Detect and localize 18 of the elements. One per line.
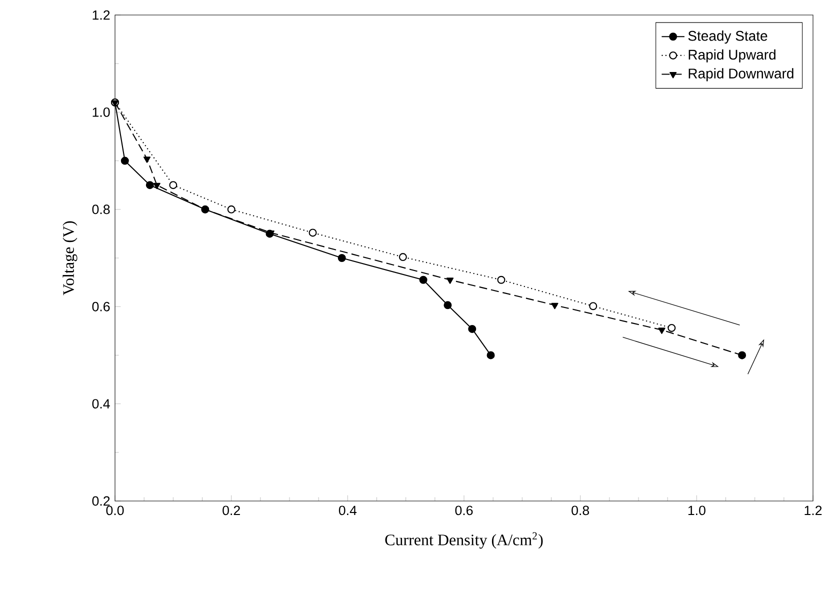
legend-label: Steady State xyxy=(688,30,768,44)
legend-label: Rapid Downward xyxy=(688,68,794,82)
y-tick-label: 1.2 xyxy=(92,10,110,20)
x-tick-label: 0.0 xyxy=(106,506,124,516)
y-axis-title: Voltage (V) xyxy=(62,221,78,296)
y-tick-label: 0.4 xyxy=(92,399,110,409)
y-tick-label: 0.2 xyxy=(92,496,110,506)
y-tick-label: 0.8 xyxy=(92,204,110,214)
x-tick-label: 0.2 xyxy=(222,506,240,516)
legend-label: Rapid Upward xyxy=(688,49,776,62)
y-tick-label: 0.6 xyxy=(92,302,110,312)
x-tick-label: 0.8 xyxy=(572,506,590,516)
y-tick-label: 1.0 xyxy=(92,107,110,117)
x-tick-label: 1.0 xyxy=(688,506,706,516)
x-tick-label: 0.6 xyxy=(455,506,473,516)
x-tick-label: 1.2 xyxy=(804,506,822,516)
x-tick-label: 0.4 xyxy=(338,506,357,516)
x-axis-title: Current Density (A/cm$^{2}$) xyxy=(385,532,543,549)
